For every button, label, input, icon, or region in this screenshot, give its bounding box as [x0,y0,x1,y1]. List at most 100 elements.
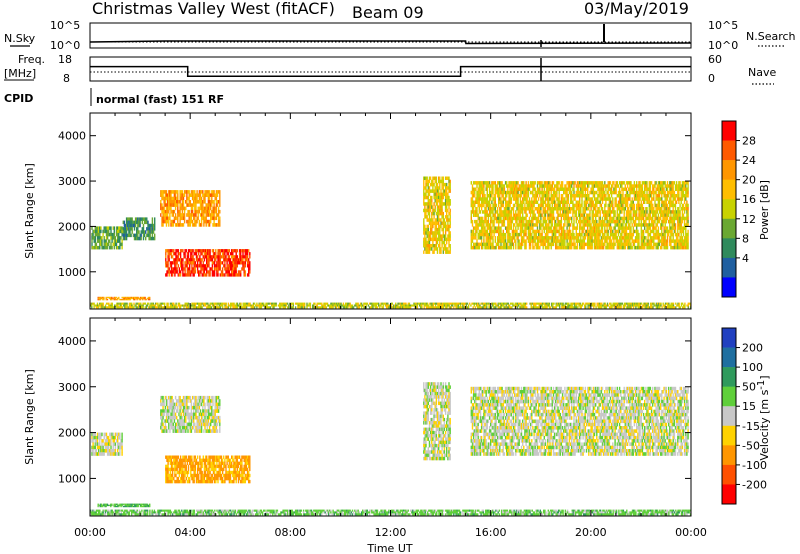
heatmap-cell [167,252,169,256]
heatmap-cell [680,239,682,243]
heatmap-cell [178,270,181,274]
heatmap-cell [143,296,145,299]
heatmap-cell [492,187,494,191]
heatmap-cell [588,203,590,208]
heatmap-cell [219,264,221,268]
heatmap-cell [94,242,96,247]
heatmap-cell [136,220,138,225]
heatmap-cell [238,273,241,277]
heatmap-cell [677,194,679,198]
heatmap-cell [191,190,194,194]
heatmap-cell [596,200,598,204]
heatmap-cell [607,197,609,201]
heatmap-cell [549,236,551,240]
heatmap-cell [518,187,520,191]
heatmap-cell [589,181,591,185]
heatmap-cell [102,296,104,299]
heatmap-cell [220,261,223,265]
heatmap-cell [589,223,591,227]
heatmap-cell [641,203,644,208]
heatmap-cell [190,270,192,274]
heatmap-cell [494,190,496,195]
heatmap-cell [660,223,662,227]
heatmap-cell [475,236,477,240]
heatmap-cell [169,252,172,256]
heatmap-cell [189,249,191,253]
heatmap-cell [152,227,155,231]
heatmap-cell [223,255,225,259]
heatmap-cell [234,258,236,262]
heatmap-cell [425,179,427,184]
heatmap-cell [96,236,99,240]
heatmap-cell [193,196,195,201]
heatmap-cell [114,298,117,301]
heatmap-cell [438,195,440,200]
heatmap-cell [524,242,526,247]
heatmap-cell [126,298,128,301]
heatmap-cell [203,249,206,253]
heatmap-cell [165,255,167,259]
heatmap-cell [597,200,599,204]
heatmap-cell [547,190,549,195]
heatmap-cell [423,231,425,235]
heatmap-cell [480,216,483,221]
heatmap-cell [435,247,438,251]
heatmap-cell [428,202,431,206]
heatmap-cell [175,267,177,271]
heatmap-cell [471,187,474,191]
heatmap-cell [541,181,543,185]
heatmap-cell [589,203,591,208]
heatmap-cell [476,210,478,214]
heatmap-cell [231,249,233,253]
heatmap-cell [424,192,426,197]
heatmap-cell [687,190,689,195]
heatmap-cell [616,184,618,188]
heatmap-cell [431,244,433,248]
heatmap-cell [533,245,535,250]
heatmap-cell [532,216,534,221]
heatmap-cell [125,236,128,241]
heatmap-cell [571,207,573,211]
heatmap-cell [583,200,585,204]
heatmap-cell [429,237,432,242]
heatmap-cell [653,184,655,188]
heatmap-cell [582,210,584,214]
heatmap-cell [618,219,621,224]
heatmap-cell [478,184,480,188]
heatmap-cell [470,210,472,214]
heatmap-cell [582,229,584,234]
heatmap-cell [111,236,113,240]
heatmap-cell [162,223,164,227]
heatmap-cell [516,184,518,188]
heatmap-cell [206,249,208,253]
heatmap-cell [429,208,432,213]
heatmap-cell [569,197,572,201]
heatmap-cell [184,252,186,256]
heatmap-cell [504,236,507,240]
heatmap-cell [644,184,646,188]
heatmap-cell [424,234,426,238]
heatmap-cell [542,200,544,204]
heatmap-cell [100,229,102,234]
heatmap-cell [216,193,219,197]
heatmap-cell [152,223,155,228]
heatmap-cell [215,209,218,214]
heatmap-cell [571,236,573,240]
heatmap-cell [545,239,548,243]
heatmap-cell [576,232,579,237]
heatmap-cell [556,194,558,198]
heatmap-cell [617,203,620,208]
heatmap-cell [216,190,219,194]
heatmap-cell [672,190,674,195]
heatmap-cell [122,297,125,300]
heatmap-cell [192,249,194,253]
heatmap-cell [217,213,220,217]
heatmap-cell [673,242,676,247]
heatmap-cell [534,213,536,217]
heatmap-cell [444,182,447,187]
heatmap-cell [655,213,657,217]
heatmap-cell [483,203,485,208]
heatmap-cell [525,232,527,237]
heatmap-cell [204,206,206,211]
heatmap-cell [128,220,130,225]
